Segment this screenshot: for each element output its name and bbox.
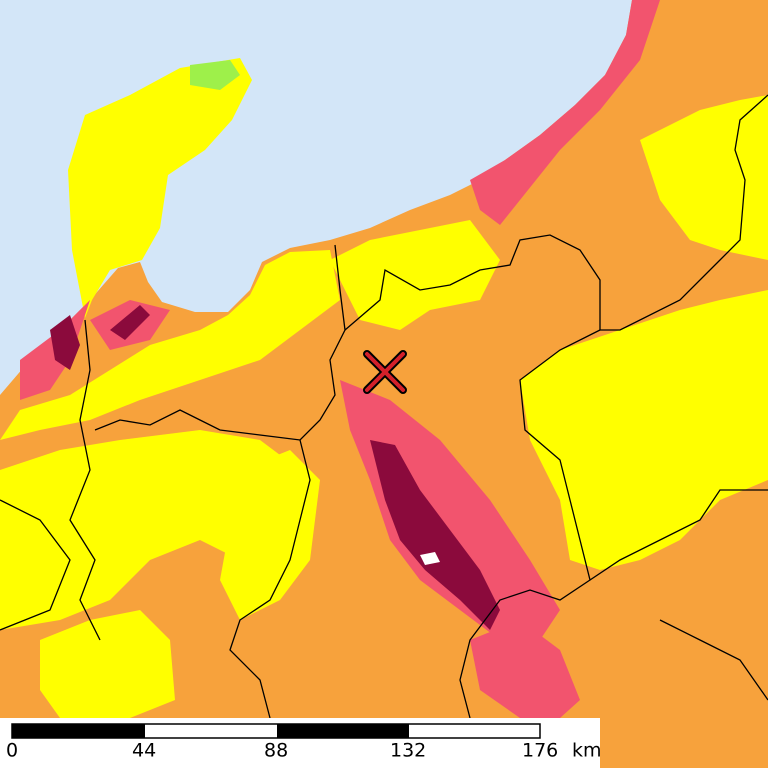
scale-label: 44 [132,740,156,762]
boundaries [0,94,768,719]
scale-label: 132 [390,740,426,762]
scale-segment [277,724,409,738]
scale-segment [12,724,145,738]
scale-label: 176 [522,740,558,762]
scale-unit: km [572,740,602,762]
white-patch [420,552,440,565]
yellow-zones [0,58,768,718]
scale-bar: 0 44 88 132 176 km [0,718,602,768]
dark-zones [50,305,500,630]
scale-label: 88 [264,740,288,762]
scale-label: 0 [6,740,18,762]
epicenter-marker [363,350,407,394]
